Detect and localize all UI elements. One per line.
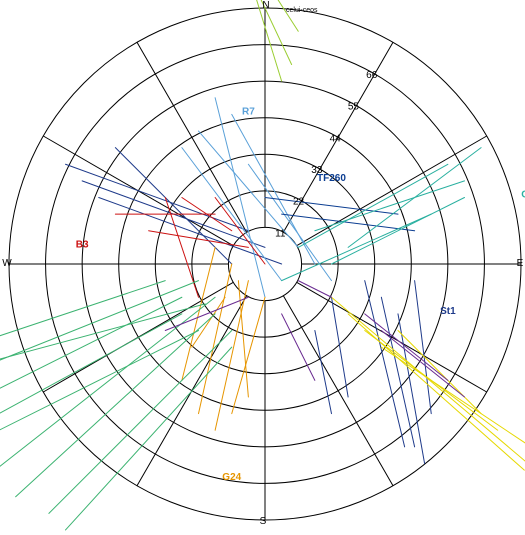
group-label: OT1 <box>521 190 525 201</box>
segment-line <box>397 313 426 464</box>
segment-line <box>0 296 216 467</box>
segment-line <box>247 163 332 282</box>
grid-spoke <box>282 295 394 486</box>
segment-line <box>347 147 482 248</box>
radial-tick-label: 55 <box>348 102 360 113</box>
units-label: celui-ceos <box>286 7 318 14</box>
segment-line <box>364 280 406 448</box>
segment-line <box>277 0 299 32</box>
radial-tick-label: 66 <box>366 70 378 81</box>
segment-line <box>281 313 316 381</box>
segment-line <box>198 263 233 415</box>
segment-line <box>114 147 233 265</box>
segment-line <box>214 97 266 298</box>
grid-spoke <box>282 42 394 233</box>
cardinal-north: N <box>262 0 269 11</box>
group-label: R7 <box>242 106 255 117</box>
segment-line <box>314 329 332 415</box>
segment-line <box>48 329 233 514</box>
segment-line <box>256 0 283 82</box>
segment-line <box>98 197 283 265</box>
segment-line <box>297 163 449 248</box>
radial-tick-label: 44 <box>330 133 342 144</box>
segment-line <box>15 313 216 498</box>
cardinal-west: W <box>2 258 12 269</box>
segment-line <box>237 280 249 398</box>
grid-spoke <box>296 135 487 247</box>
grid-spoke <box>296 281 487 393</box>
segment-line <box>281 213 432 282</box>
group-label: G24 <box>222 472 241 483</box>
cardinal-south: S <box>260 516 267 527</box>
segment-line <box>214 197 266 265</box>
segment-line <box>181 197 233 232</box>
segment-line <box>164 296 249 331</box>
segment-line <box>281 213 416 232</box>
segment-line <box>181 147 283 282</box>
group-label: St1 <box>440 306 456 317</box>
segment-line <box>231 113 316 265</box>
segment-line <box>0 280 200 361</box>
segment-line <box>314 180 465 232</box>
segment-line <box>148 230 249 248</box>
segment-line <box>260 0 293 66</box>
cardinal-east: E <box>517 258 524 269</box>
segment-line <box>380 329 465 398</box>
segment-line <box>397 329 482 415</box>
segment-line <box>380 346 525 444</box>
segment-line <box>181 246 216 381</box>
grid-spoke <box>136 42 248 233</box>
segment-line <box>414 280 432 415</box>
segment-line <box>198 130 299 248</box>
segment-line <box>191 296 226 348</box>
segment-line <box>0 280 166 337</box>
segment-line <box>164 197 200 298</box>
segment-line <box>330 197 465 265</box>
segment-line <box>380 296 416 448</box>
segment-line <box>65 163 249 232</box>
segment-line <box>364 313 449 381</box>
segment-line <box>330 296 525 462</box>
group-label: B3 <box>76 239 89 250</box>
segment-line <box>264 197 399 215</box>
segment-line <box>0 313 183 414</box>
radial-tick-label: 11 <box>275 228 286 239</box>
segment-line <box>0 329 200 431</box>
segment-line <box>214 280 249 431</box>
segment-line <box>330 296 349 398</box>
segment-line <box>297 280 332 298</box>
segment-line <box>347 313 525 471</box>
segment-line <box>231 296 266 415</box>
radial-tick-label: 33 <box>311 165 323 176</box>
segment-line <box>65 346 233 531</box>
group-label: TF260 <box>317 173 346 184</box>
segment-line <box>0 303 206 360</box>
radial-tick-label: 22 <box>293 197 305 208</box>
segment-line <box>0 296 183 389</box>
